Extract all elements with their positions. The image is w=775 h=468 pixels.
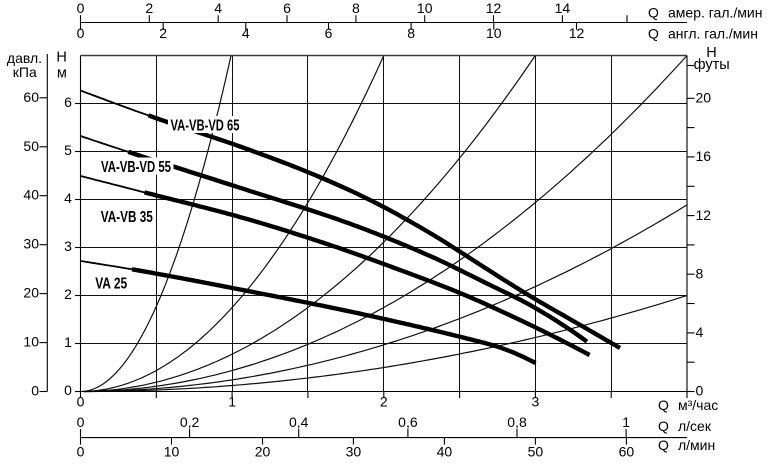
svg-text:8: 8 [352,0,360,16]
svg-text:10: 10 [164,444,180,460]
svg-text:0,8: 0,8 [507,414,527,430]
svg-text:50: 50 [23,138,39,154]
svg-text:16: 16 [696,148,712,164]
svg-text:давл.: давл. [7,50,42,66]
svg-text:0,2: 0,2 [180,414,200,430]
svg-text:10: 10 [23,334,39,350]
svg-text:8: 8 [696,265,704,281]
svg-text:Q: Q [648,5,659,21]
svg-text:6: 6 [283,0,291,16]
svg-text:5: 5 [64,142,72,158]
svg-text:12: 12 [696,207,712,223]
svg-text:8: 8 [407,25,415,41]
svg-text:10: 10 [486,25,502,41]
svg-text:20: 20 [696,90,712,106]
svg-text:20: 20 [23,285,39,301]
svg-text:0,6: 0,6 [398,414,418,430]
svg-text:амер. гал./мин: амер. гал./мин [668,5,762,21]
svg-text:л/мин: л/мин [678,437,715,453]
svg-text:0: 0 [77,25,85,41]
svg-text:Q: Q [658,418,669,434]
svg-text:Q: Q [658,437,669,453]
svg-text:6: 6 [64,94,72,110]
svg-text:4: 4 [214,0,222,16]
svg-text:4: 4 [696,324,704,340]
svg-text:0: 0 [64,382,72,398]
svg-text:0: 0 [77,394,85,410]
svg-text:30: 30 [346,444,362,460]
svg-text:3: 3 [532,394,540,410]
svg-text:VA-VB-VD 65: VA-VB-VD 65 [171,117,240,134]
svg-text:0: 0 [77,444,85,460]
svg-text:40: 40 [23,187,39,203]
svg-text:Q: Q [658,397,669,413]
svg-text:3: 3 [64,238,72,254]
svg-text:4: 4 [64,190,72,206]
svg-text:50: 50 [528,444,544,460]
svg-text:4: 4 [242,25,250,41]
svg-text:англ. гал./мин: англ. гал./мин [668,26,758,42]
svg-text:40: 40 [437,444,453,460]
svg-text:м³/час: м³/час [678,397,718,413]
svg-text:30: 30 [23,236,39,252]
svg-text:0,4: 0,4 [289,414,309,430]
svg-text:0: 0 [31,383,39,399]
svg-text:VA-VB 35: VA-VB 35 [101,209,153,226]
svg-text:6: 6 [325,25,333,41]
svg-text:кПа: кПа [13,64,37,80]
svg-text:14: 14 [555,0,571,16]
svg-text:H: H [706,45,716,61]
svg-text:12: 12 [569,25,585,41]
svg-text:VA 25: VA 25 [95,276,127,293]
svg-text:2: 2 [145,0,153,16]
svg-text:2: 2 [159,25,167,41]
svg-text:л/сек: л/сек [678,418,712,434]
svg-text:м: м [57,66,67,82]
svg-text:VA-VB-VD 55: VA-VB-VD 55 [101,159,171,176]
svg-text:1: 1 [64,334,72,350]
svg-text:1: 1 [228,394,236,410]
svg-text:20: 20 [255,444,271,460]
svg-text:60: 60 [619,444,635,460]
svg-text:H: H [56,50,66,66]
svg-text:2: 2 [380,394,388,410]
svg-text:0: 0 [77,414,85,430]
svg-text:Q: Q [648,26,659,42]
svg-text:12: 12 [486,0,502,16]
svg-text:0: 0 [77,0,85,16]
svg-text:1: 1 [622,414,630,430]
svg-text:10: 10 [417,0,433,16]
svg-text:60: 60 [23,89,39,105]
svg-text:0: 0 [696,383,704,399]
svg-text:2: 2 [64,286,72,302]
svg-text:футы: футы [694,57,730,73]
